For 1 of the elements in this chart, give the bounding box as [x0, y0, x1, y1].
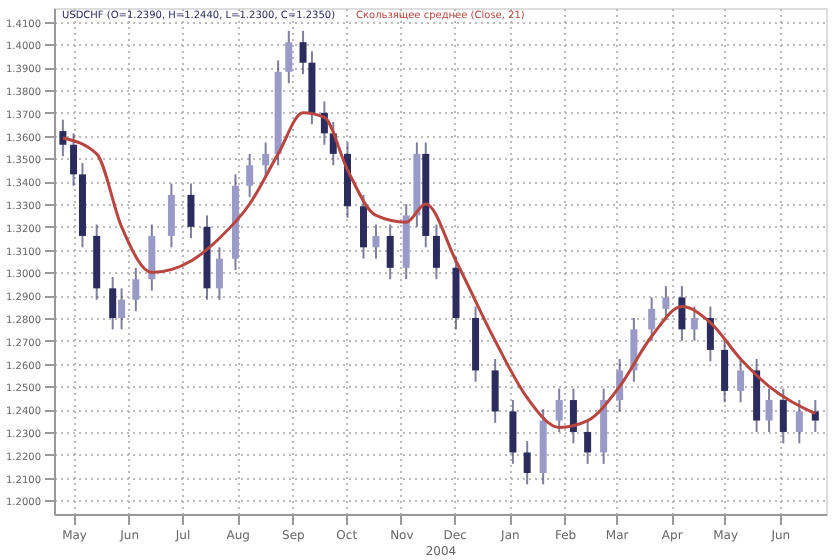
line-series: [61, 111, 817, 429]
